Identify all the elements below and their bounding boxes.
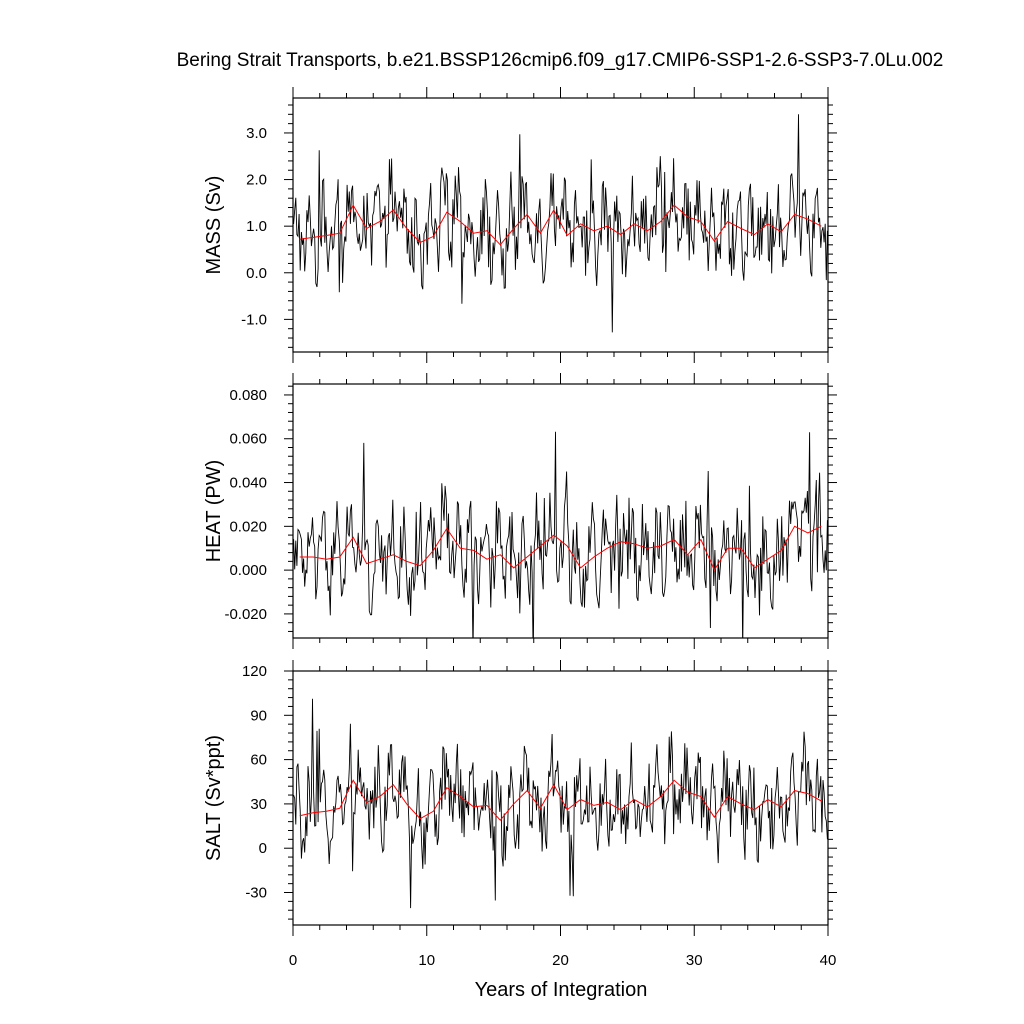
monthly-series-heat bbox=[293, 431, 828, 638]
y-tick-label: 1.0 bbox=[246, 218, 267, 235]
panel-heat: -0.020 0.000 0.020 0.040 0.060 0.080 HEAT (PW) bbox=[203, 373, 837, 649]
y-tick-label: 120 bbox=[242, 663, 267, 680]
monthly-series-mass bbox=[293, 114, 828, 333]
y-tick-label: -0.020 bbox=[224, 606, 267, 623]
y-tick-label: 60 bbox=[250, 752, 267, 769]
annual-mean-series-heat bbox=[299, 525, 822, 572]
y-tick-label: 3.0 bbox=[246, 125, 267, 142]
x-tick-label: 10 bbox=[418, 952, 435, 969]
y-tick-label: -1.0 bbox=[241, 311, 267, 328]
y-axis-label-salt: SALT (Sv*ppt) bbox=[203, 735, 225, 861]
y-tick-label: 0.000 bbox=[229, 562, 267, 579]
panels-layer: -1.0 0.0 1.0 2.0 3.0 MASS (Sv) -0.020 0.000 0.02… bbox=[203, 87, 837, 969]
y-tick-label: 90 bbox=[250, 707, 267, 724]
y-tick-label: 0 bbox=[259, 840, 267, 857]
y-tick-label: 0.0 bbox=[246, 265, 267, 282]
panel-mass: -1.0 0.0 1.0 2.0 3.0 MASS (Sv) bbox=[203, 87, 837, 363]
x-tick-label: 30 bbox=[686, 952, 703, 969]
panel-salt: -30 0 30 60 90 120 SALT (Sv*ppt) bbox=[203, 660, 837, 936]
chart-title: Bering Strait Transports, b.e21.BSSP126c… bbox=[177, 50, 944, 71]
y-tick-label: 0.060 bbox=[229, 431, 267, 448]
x-tick-label: 40 bbox=[820, 952, 837, 969]
y-tick-label: 30 bbox=[250, 796, 267, 813]
y-axis-label-heat: HEAT (PW) bbox=[203, 460, 225, 563]
y-tick-label: -30 bbox=[245, 885, 267, 902]
y-tick-label: 2.0 bbox=[246, 172, 267, 189]
y-axis-label-mass: MASS (Sv) bbox=[203, 176, 225, 275]
monthly-series-salt bbox=[293, 698, 828, 909]
y-tick-label: 0.040 bbox=[229, 475, 267, 492]
x-axis-label: Years of Integration bbox=[475, 979, 648, 1001]
y-tick-label: 0.080 bbox=[229, 387, 267, 404]
panel-frame-heat bbox=[292, 383, 829, 639]
annual-mean-series-mass bbox=[299, 204, 822, 246]
y-tick-label: 0.020 bbox=[229, 518, 267, 535]
annual-mean-series-salt bbox=[299, 779, 822, 821]
x-tick-label: 20 bbox=[552, 952, 569, 969]
x-tick-label: 0 bbox=[289, 952, 297, 969]
